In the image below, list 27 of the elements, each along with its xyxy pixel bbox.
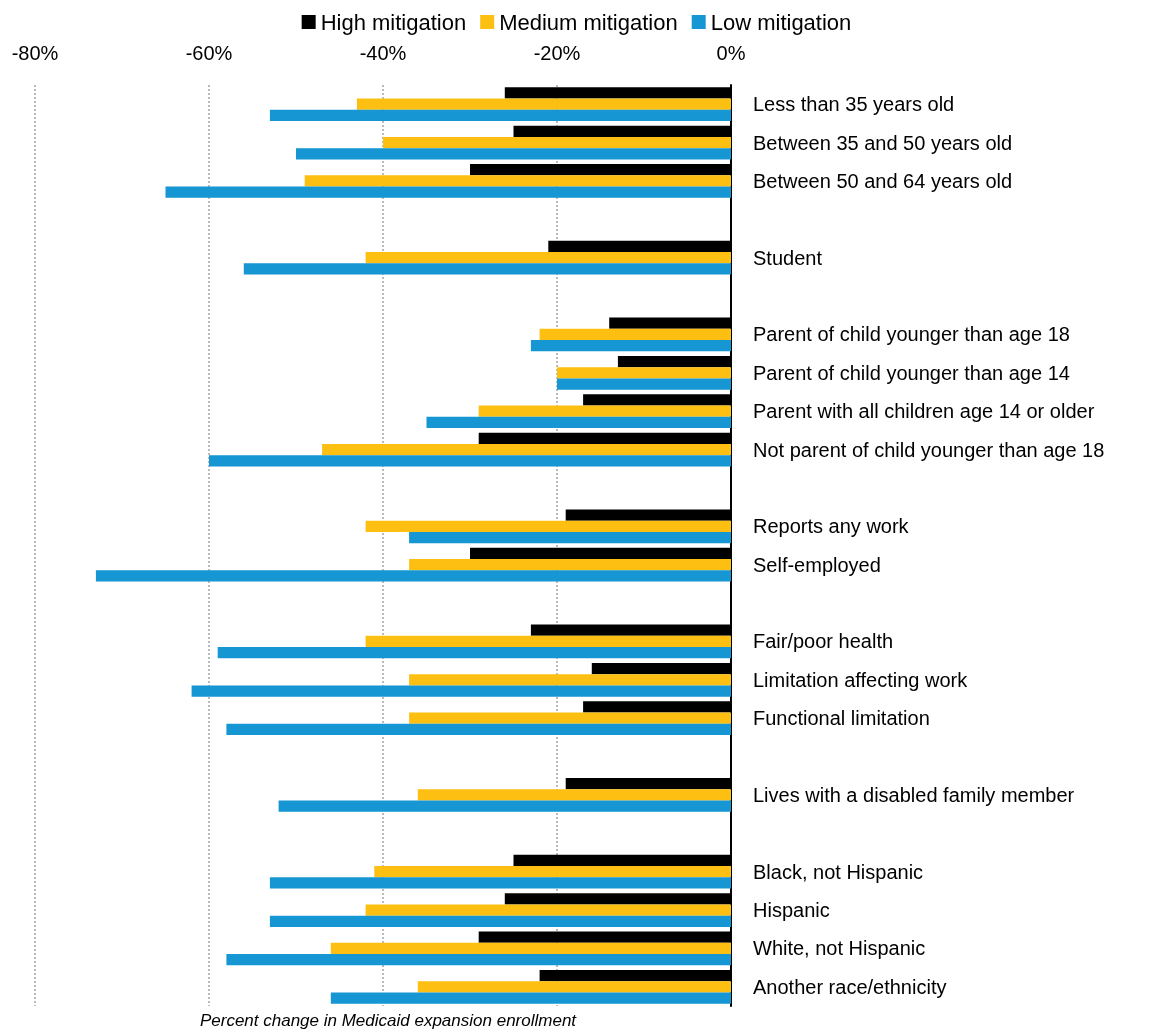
legend-label: Medium mitigation — [499, 9, 678, 35]
y-tick-label: Parent of child younger than age 18 — [753, 323, 1070, 346]
y-tick-label: Another race/ethnicity — [753, 975, 947, 998]
y-tick-label: Lives with a disabled family member — [753, 783, 1075, 806]
y-tick-label: Self-employed — [753, 553, 881, 576]
y-tick-label: Less than 35 years old — [753, 93, 955, 116]
y-tick-label: Reports any work — [753, 515, 910, 538]
legend-label: Low mitigation — [710, 9, 852, 35]
x-axis-title: Percent change in Medicaid expansion enrollment — [199, 1011, 578, 1030]
y-tick-label: Student — [753, 246, 823, 269]
y-tick-label: Not parent of child younger than age 18 — [753, 438, 1105, 461]
y-tick-label: Parent with all children age 14 or older — [753, 400, 1095, 423]
x-tick-label: -80% — [11, 42, 59, 64]
x-tick-label: -40% — [359, 42, 407, 64]
legend-label: High mitigation — [320, 9, 467, 35]
y-tick-label: Hispanic — [753, 899, 830, 922]
y-tick-label: Fair/poor health — [753, 630, 894, 653]
y-tick-label: Parent of child younger than age 14 — [753, 361, 1070, 384]
y-tick-label: Functional limitation — [753, 707, 930, 730]
y-tick-label: Black, not Hispanic — [753, 860, 924, 883]
x-tick-label: -60% — [185, 42, 233, 64]
x-tick-label: 0% — [716, 42, 746, 64]
y-tick-label: White, not Hispanic — [753, 937, 926, 960]
x-tick-label: -20% — [533, 42, 581, 64]
y-tick-label: Between 50 and 64 years old — [753, 169, 1013, 192]
y-tick-label: Limitation affecting work — [753, 668, 969, 691]
y-tick-label: Between 35 and 50 years old — [753, 131, 1013, 154]
